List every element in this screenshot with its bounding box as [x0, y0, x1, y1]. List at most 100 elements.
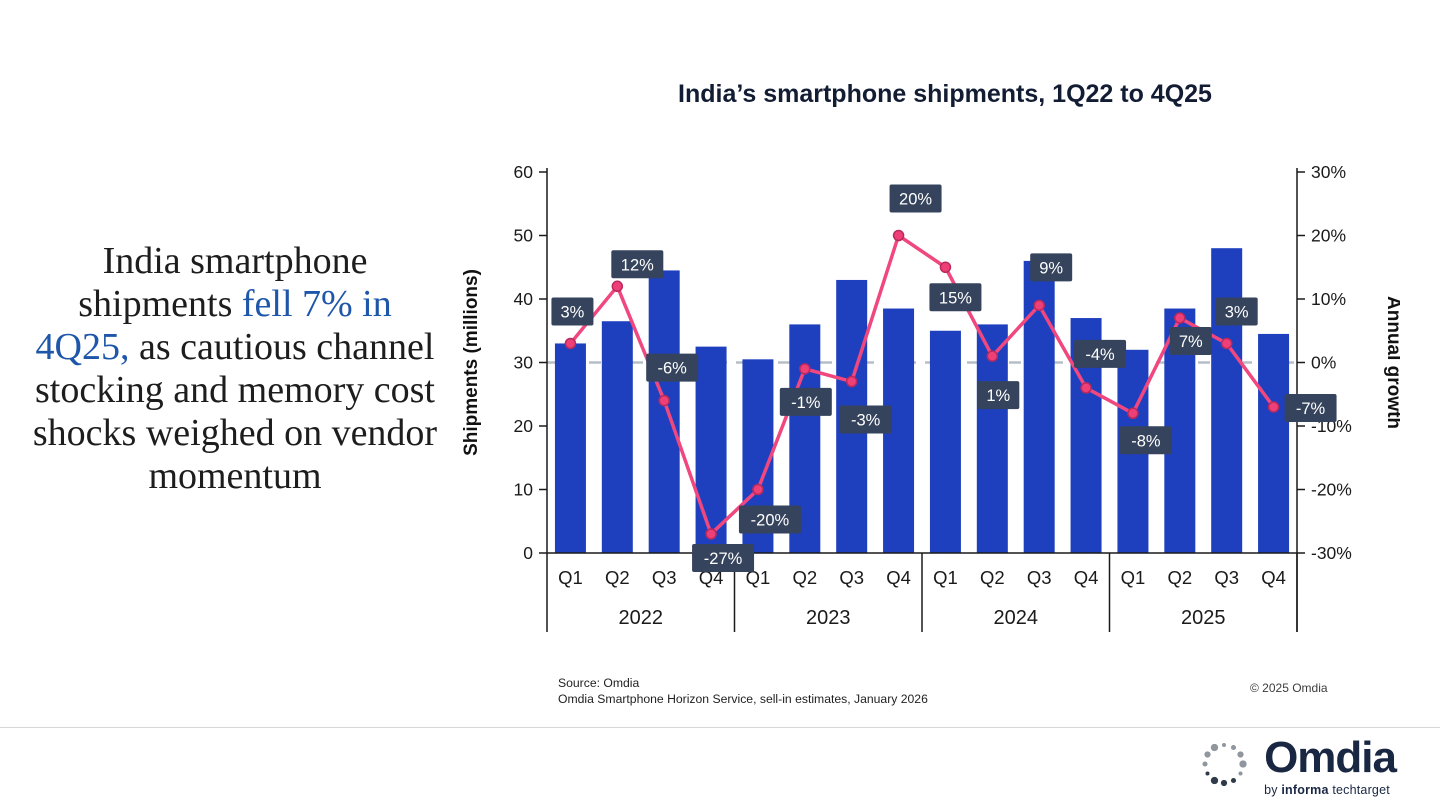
- svg-text:-6%: -6%: [658, 360, 688, 378]
- bar-Q2-1: [601, 321, 633, 553]
- growth-point: [1033, 299, 1045, 312]
- left-axis-title: Shipments (millions): [461, 269, 482, 456]
- byline-techtarget: techtarget: [1332, 783, 1390, 797]
- growth-point: [611, 280, 624, 293]
- bar-Q3-2: [648, 270, 680, 553]
- growth-label: 12%: [611, 250, 664, 279]
- source-note: Source: Omdia Omdia Smartphone Horizon S…: [558, 676, 928, 708]
- quarter-label: Q3: [1027, 567, 1052, 588]
- byline-by: by: [1264, 783, 1278, 797]
- bar-Q1-8: [929, 330, 961, 553]
- svg-text:-7%: -7%: [1296, 400, 1326, 418]
- svg-text:-20%: -20%: [751, 512, 790, 530]
- right-tick-label: 30%: [1311, 162, 1346, 182]
- growth-point: [658, 394, 670, 407]
- quarter-label: Q1: [1121, 567, 1146, 588]
- svg-text:20%: 20%: [899, 191, 932, 209]
- growth-point: [564, 337, 577, 350]
- growth-point: [799, 363, 811, 375]
- quarter-label: Q4: [886, 567, 911, 588]
- growth-label: 7%: [1169, 327, 1212, 356]
- growth-point: [845, 375, 858, 388]
- growth-point: [939, 261, 952, 273]
- copyright: © 2025 Omdia: [1250, 681, 1328, 695]
- quarter-label: Q1: [746, 567, 771, 588]
- headline-post: as cautious channel stocking and memory …: [32, 325, 438, 497]
- bar-Q2-9: [976, 324, 1008, 553]
- quarter-label: Q3: [652, 567, 677, 588]
- quarter-label: Q4: [1261, 567, 1286, 588]
- svg-text:-4%: -4%: [1085, 346, 1115, 364]
- bar-Q3-14: [1211, 248, 1243, 553]
- growth-label: -1%: [779, 387, 832, 416]
- bar-Q4-3: [695, 346, 727, 553]
- growth-point: [986, 350, 999, 362]
- svg-text:3%: 3%: [561, 303, 585, 321]
- left-tick-label: 30: [514, 353, 534, 373]
- left-tick-label: 0: [523, 543, 533, 563]
- source-line-1: Source: Omdia: [558, 676, 640, 690]
- growth-line: [569, 233, 1275, 536]
- growth-point: [892, 229, 905, 242]
- bar-Q1-0: [554, 343, 586, 553]
- growth-point: [752, 483, 764, 496]
- right-tick-label: -20%: [1311, 480, 1352, 500]
- quarter-label: Q2: [1167, 567, 1192, 588]
- chart-title: India’s smartphone shipments, 1Q22 to 4Q…: [678, 80, 1212, 108]
- year-label: 2023: [806, 607, 851, 629]
- year-label: 2024: [994, 607, 1039, 629]
- growth-label: 1%: [977, 381, 1020, 410]
- brand-byline: by informa techtarget: [1264, 783, 1390, 797]
- quarter-label: Q2: [792, 567, 817, 588]
- growth-label: 9%: [1030, 253, 1073, 282]
- brand-name: Omdia: [1264, 733, 1397, 782]
- growth-label: 15%: [929, 283, 982, 312]
- left-tick-label: 10: [514, 480, 534, 500]
- byline-informa: informa: [1281, 783, 1329, 797]
- growth-point: [1080, 382, 1092, 394]
- quarter-label: Q1: [558, 567, 583, 588]
- growth-point: [1267, 401, 1280, 413]
- growth-label: 20%: [889, 184, 942, 213]
- quarter-label: Q2: [605, 567, 630, 588]
- right-tick-label: 20%: [1311, 226, 1346, 246]
- growth-point: [1127, 407, 1139, 420]
- headline-highlight: fell 7% in 4Q25,: [35, 282, 392, 368]
- quarter-label: Q3: [1214, 567, 1239, 588]
- left-tick-label: 20: [514, 416, 534, 436]
- growth-label: -20%: [738, 505, 801, 534]
- svg-text:7%: 7%: [1179, 333, 1203, 351]
- quarter-label: Q3: [839, 567, 864, 588]
- svg-text:3%: 3%: [1225, 303, 1249, 321]
- quarter-label: Q2: [980, 567, 1005, 588]
- left-tick-label: 60: [514, 162, 534, 182]
- left-tick-label: 40: [514, 289, 534, 309]
- svg-text:-3%: -3%: [851, 412, 881, 430]
- growth-label: 3%: [551, 297, 594, 326]
- growth-point: [705, 528, 717, 540]
- right-axis-title: Annual growth: [1383, 296, 1400, 429]
- bar-Q4-15: [1258, 333, 1290, 553]
- dotted-globe-icon: [1196, 736, 1252, 797]
- growth-label: -4%: [1074, 339, 1127, 368]
- growth-label: -27%: [692, 543, 755, 572]
- year-label: 2025: [1181, 607, 1226, 629]
- growth-label: -8%: [1119, 426, 1172, 455]
- year-label: 2022: [619, 607, 664, 629]
- right-tick-label: 0%: [1311, 353, 1336, 373]
- svg-text:-8%: -8%: [1131, 432, 1161, 450]
- omdia-logo: Omdia by informa techtarget: [1196, 733, 1397, 797]
- growth-label: -7%: [1284, 393, 1337, 422]
- headline-pre: India smartphone shipments: [78, 240, 368, 325]
- svg-text:12%: 12%: [621, 256, 654, 274]
- left-tick-label: 50: [514, 226, 534, 246]
- svg-text:1%: 1%: [986, 387, 1010, 405]
- svg-text:-27%: -27%: [704, 550, 743, 568]
- quarter-label: Q4: [1074, 567, 1099, 588]
- growth-label: 3%: [1215, 297, 1258, 326]
- svg-text:-1%: -1%: [791, 394, 821, 412]
- headline: India smartphone shipments fell 7% in 4Q…: [28, 240, 442, 498]
- svg-text:15%: 15%: [939, 289, 972, 307]
- source-line-2: Omdia Smartphone Horizon Service, sell-i…: [558, 691, 928, 706]
